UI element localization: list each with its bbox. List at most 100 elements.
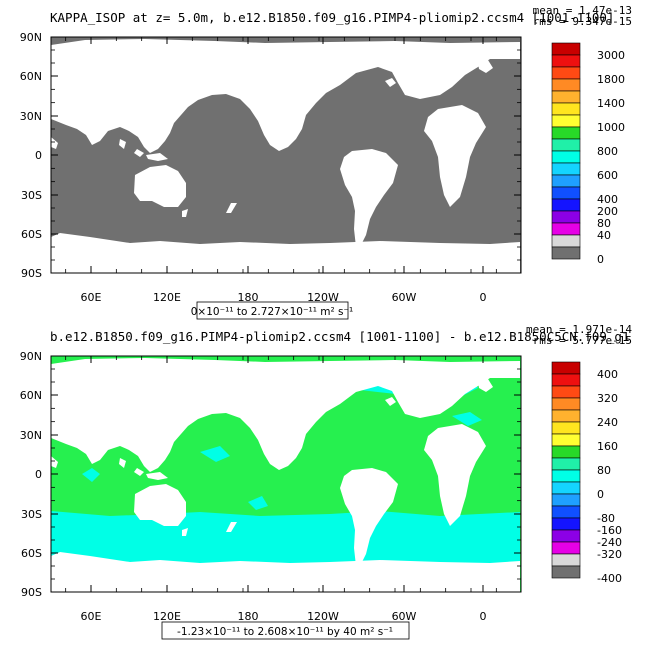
- panel-1-map: [51, 37, 521, 273]
- panel-2-map: [51, 356, 521, 592]
- panel-2-range-note: -1.23×10⁻¹¹ to 2.608×10⁻¹¹ by 40 m² s⁻¹: [177, 626, 393, 638]
- colorbar-swatch: [551, 246, 581, 260]
- colorbar-label: 0: [597, 253, 604, 266]
- colorbar-swatch: [551, 397, 581, 411]
- y-tick-label: 60N: [20, 70, 42, 83]
- panel-1-mean: mean = 1.47e-13: [533, 4, 632, 17]
- x-tick-label: 60E: [81, 291, 102, 304]
- y-tick-label: 60S: [21, 228, 42, 241]
- colorbar-swatch: [551, 529, 581, 543]
- colorbar-label: 80: [597, 464, 611, 477]
- colorbar-swatch: [551, 361, 581, 375]
- y-tick-label: 30N: [20, 110, 42, 123]
- negative-anomaly-region: [452, 412, 482, 426]
- colorbar-swatch: [551, 445, 581, 459]
- colorbar-label: 1800: [597, 73, 625, 86]
- panel-2-axes: 60E 120E 180 120W 60W 0 90N 60N 30N 0 30S 60S 90S: [20, 350, 521, 623]
- colorbar-swatch: [551, 373, 581, 387]
- colorbar-swatch: [551, 138, 581, 152]
- panel-1-range-box: 0×10⁻¹¹ to 2.727×10⁻¹¹ m² s⁻¹: [191, 301, 354, 320]
- panel-1-range-note: 0×10⁻¹¹ to 2.727×10⁻¹¹ m² s⁻¹: [191, 306, 354, 318]
- land-mass: [401, 61, 470, 75]
- colorbar-label: 80: [597, 217, 611, 230]
- panel-2-rms: rms = 5.777e-15: [533, 334, 632, 347]
- colorbar-swatch: [551, 421, 581, 435]
- colorbar-label: 240: [597, 416, 618, 429]
- x-tick-label: 0: [480, 610, 487, 623]
- negative-anomaly-region: [82, 468, 100, 482]
- negative-anomaly-region: [200, 446, 230, 462]
- land-mass: [385, 397, 396, 406]
- colorbar-swatch: [551, 42, 581, 56]
- land-mass: [424, 424, 486, 526]
- y-tick-label: 90S: [21, 267, 42, 280]
- x-tick-label: 60W: [392, 610, 417, 623]
- y-tick-label: 30N: [20, 429, 42, 442]
- colorbar-label: 0: [597, 488, 604, 501]
- panel-1: KAPPA_ISOP at z= 5.0m, b.e12.B1850.f09_g…: [20, 4, 632, 320]
- colorbar-swatch: [551, 114, 581, 128]
- land-mass: [51, 456, 58, 468]
- colorbar-swatch: [551, 90, 581, 104]
- colorbar-swatch: [551, 469, 581, 483]
- land-mass: [146, 472, 168, 480]
- x-tick-label: 0: [480, 291, 487, 304]
- panel-2-mean: mean = 1.971e-14: [526, 323, 632, 336]
- land-mass: [340, 149, 398, 247]
- panel-1-axes: 60E 120E 180 120W 60W 0 90N 60N 30N 0 30S 60S 90S: [20, 31, 521, 304]
- y-tick-label: 0: [35, 468, 42, 481]
- panel-2: b.e12.B1850.f09_g16.PIMP4-pliomip2.ccsm4…: [20, 323, 632, 640]
- colorbar-swatch: [551, 481, 581, 495]
- land-mass: [424, 105, 486, 207]
- land-mass: [146, 153, 168, 161]
- y-tick-label: 90S: [21, 586, 42, 599]
- colorbar-label: 1400: [597, 97, 625, 110]
- land-mass: [51, 358, 520, 472]
- land-mass: [401, 380, 470, 394]
- x-tick-label: 120W: [307, 291, 339, 304]
- colorbar-swatch: [551, 162, 581, 176]
- colorbar-swatch: [551, 150, 581, 164]
- colorbar-label: 1000: [597, 121, 625, 134]
- x-tick-label: 120E: [153, 291, 181, 304]
- colorbar-label: 40: [597, 229, 611, 242]
- land-mass: [51, 137, 58, 149]
- land-mass: [385, 78, 396, 87]
- colorbar-label: -400: [597, 572, 622, 585]
- colorbar-swatch: [551, 174, 581, 188]
- land-mass: [134, 468, 144, 476]
- y-tick-label: 90N: [20, 350, 42, 363]
- land-mass: [134, 484, 186, 526]
- land-mass: [226, 203, 237, 213]
- land-mass: [478, 379, 493, 392]
- colorbar-label: 160: [597, 440, 618, 453]
- colorbar-swatch: [551, 517, 581, 531]
- land-mass: [51, 39, 520, 153]
- colorbar-swatch: [551, 222, 581, 236]
- colorbar-swatch: [551, 234, 581, 248]
- colorbar-label: -80: [597, 512, 615, 525]
- colorbar-swatch: [551, 565, 581, 579]
- colorbar-label: 600: [597, 169, 618, 182]
- y-tick-label: 30S: [21, 508, 42, 521]
- panel-2-colorbar: 400 320 240 160 80 0 -80-160-240-320 -400: [551, 361, 622, 585]
- colorbar-swatch: [551, 457, 581, 471]
- y-tick-label: 0: [35, 149, 42, 162]
- land-mass: [134, 149, 144, 157]
- panel-1-title: KAPPA_ISOP at z= 5.0m, b.e12.B1850.f09_g…: [50, 10, 614, 25]
- y-tick-label: 90N: [20, 31, 42, 44]
- x-tick-label: 60E: [81, 610, 102, 623]
- colorbar-swatch: [551, 409, 581, 423]
- land-mass: [168, 410, 178, 430]
- y-tick-label: 60N: [20, 389, 42, 402]
- land-mass: [478, 60, 493, 73]
- colorbar-swatch: [551, 198, 581, 212]
- land-mass: [168, 91, 178, 111]
- x-tick-label: 120E: [153, 610, 181, 623]
- x-tick-label: 60W: [392, 291, 417, 304]
- panel-2-range-box: -1.23×10⁻¹¹ to 2.608×10⁻¹¹ by 40 m² s⁻¹: [161, 621, 410, 640]
- panel-2-land: [51, 358, 520, 592]
- panel-2-title: b.e12.B1850.f09_g16.PIMP4-pliomip2.ccsm4…: [50, 329, 629, 344]
